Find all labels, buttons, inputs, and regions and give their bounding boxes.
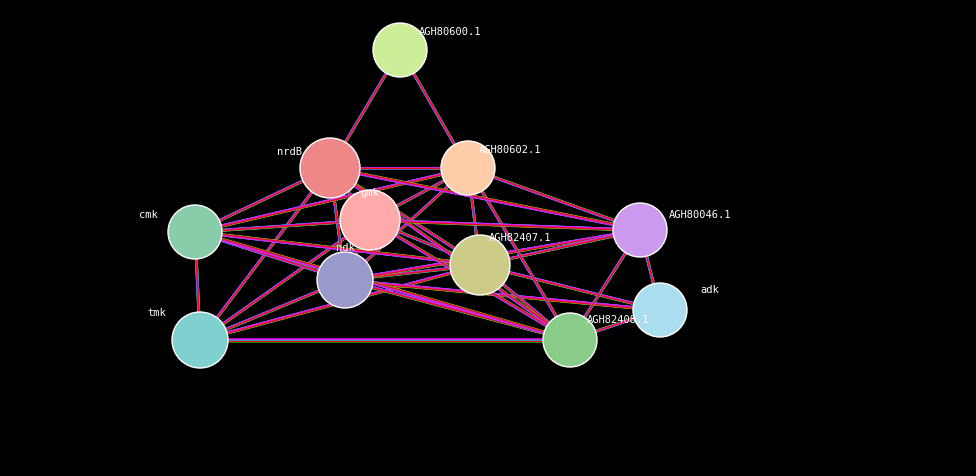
Text: tmk: tmk xyxy=(147,308,166,318)
Circle shape xyxy=(441,141,495,195)
Text: AGH80600.1: AGH80600.1 xyxy=(419,27,481,37)
Text: adk: adk xyxy=(701,285,719,295)
Text: cmk: cmk xyxy=(139,210,157,220)
Text: ndk: ndk xyxy=(336,243,354,253)
Text: AGH80046.1: AGH80046.1 xyxy=(669,210,731,220)
Circle shape xyxy=(633,283,687,337)
Text: nrdB: nrdB xyxy=(276,147,302,157)
Circle shape xyxy=(317,252,373,308)
Text: AGH80602.1: AGH80602.1 xyxy=(479,145,542,155)
Circle shape xyxy=(373,23,427,77)
Circle shape xyxy=(168,205,222,259)
Text: AGH82408.1: AGH82408.1 xyxy=(587,315,649,325)
Circle shape xyxy=(450,235,510,295)
Circle shape xyxy=(543,313,597,367)
Circle shape xyxy=(300,138,360,198)
Text: gmk: gmk xyxy=(360,188,380,198)
Circle shape xyxy=(340,190,400,250)
Text: AGH82407.1: AGH82407.1 xyxy=(489,233,551,243)
Circle shape xyxy=(613,203,667,257)
Circle shape xyxy=(172,312,228,368)
